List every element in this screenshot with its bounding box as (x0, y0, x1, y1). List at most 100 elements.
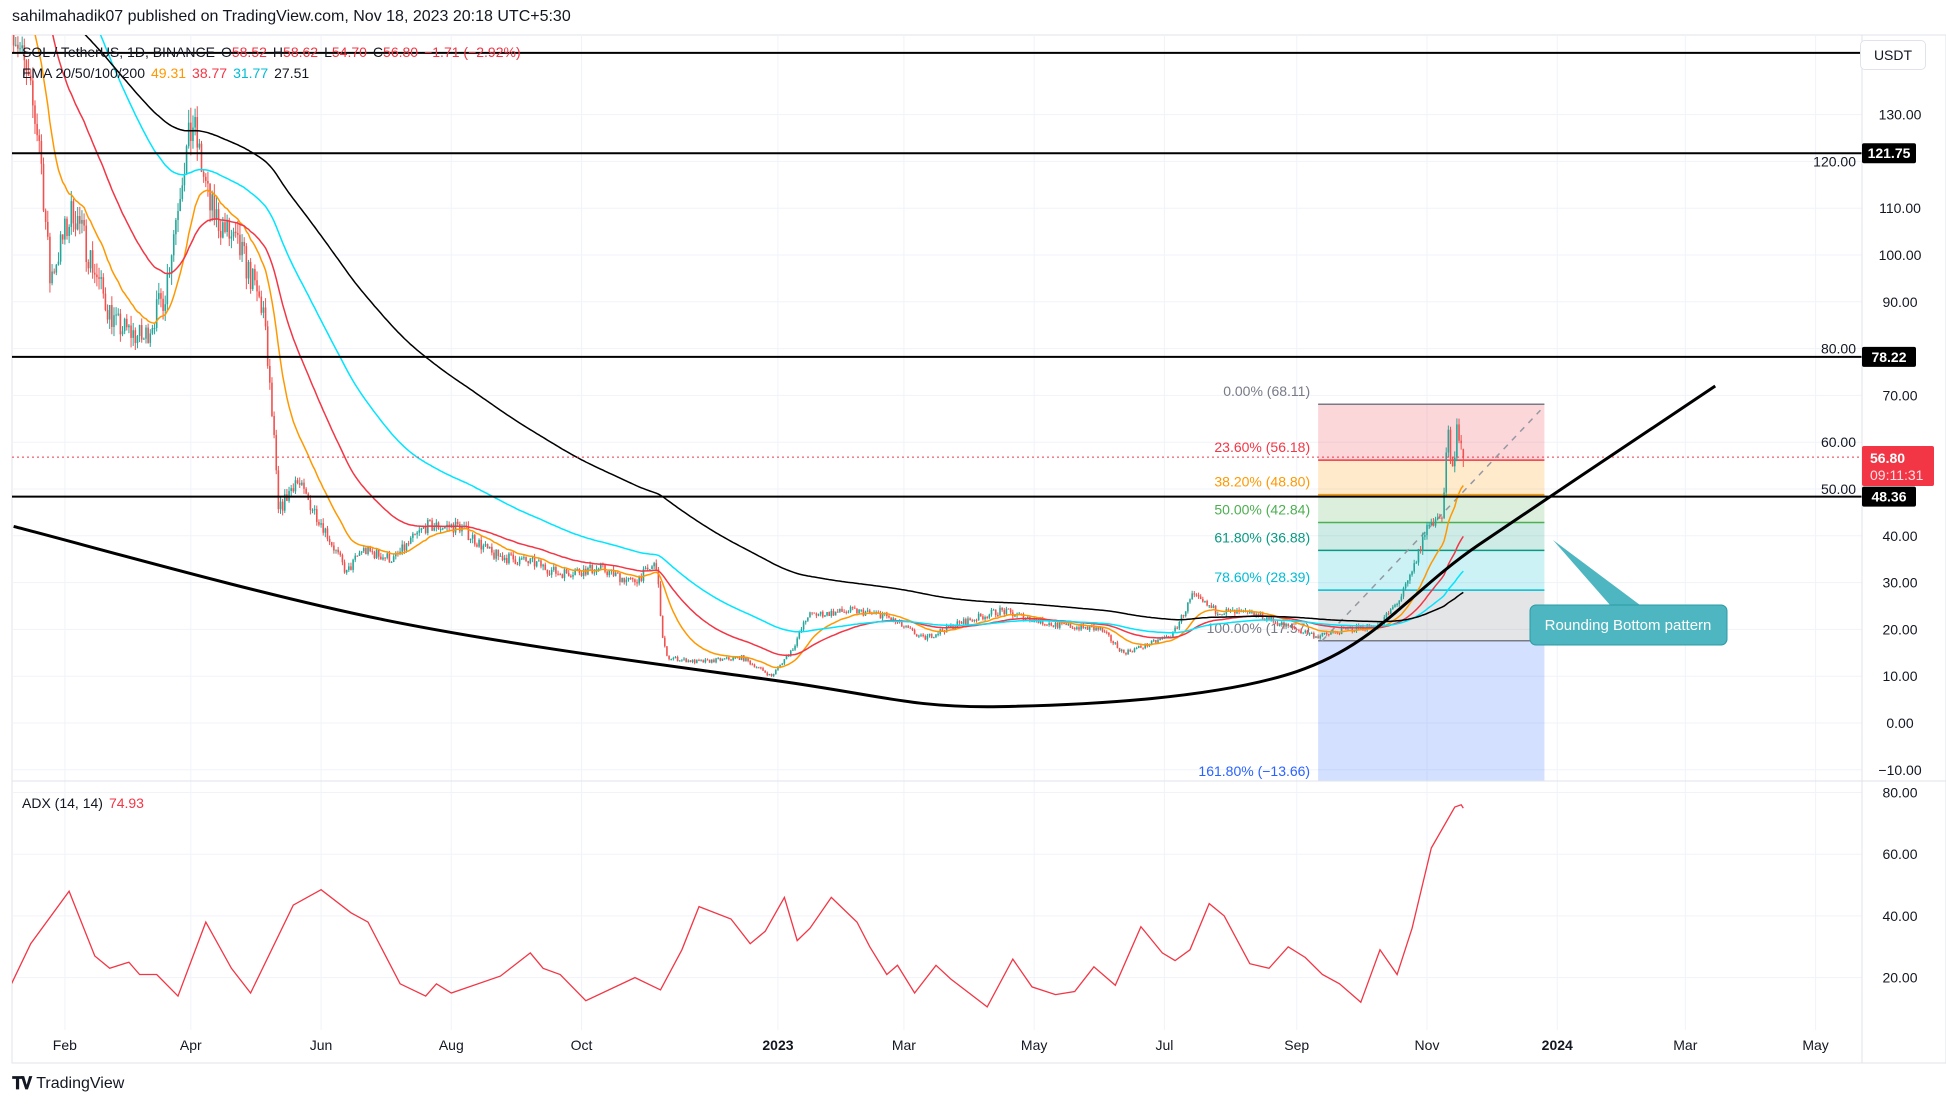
candle-body (1287, 623, 1290, 627)
rounding-bottom-curve[interactable] (13, 384, 1717, 709)
candle-body (29, 75, 32, 81)
ema-legend[interactable]: EMA 20/50/100/200 49.31 38.77 31.77 27.51 (22, 65, 315, 81)
callout-pointer (1553, 540, 1640, 605)
candle-body (570, 575, 572, 577)
candle-body (1289, 625, 1292, 627)
candle-body (143, 338, 145, 340)
candle-body (824, 615, 826, 617)
candle-body (476, 544, 478, 547)
candle-body (53, 271, 55, 273)
candle-body (275, 435, 278, 471)
candle-body (1400, 596, 1403, 601)
candle-body (456, 521, 459, 525)
candle-body (1142, 647, 1144, 649)
candle-body (1321, 632, 1324, 636)
price-axis[interactable]: 130.00 120.00 110.00 100.00 90.00 80.00 70.00 6… (1813, 107, 1922, 778)
fib-zone (1318, 590, 1545, 641)
time-tick-label: 2023 (762, 1037, 793, 1053)
candle-body (1398, 600, 1401, 605)
candle-body (817, 614, 820, 616)
adx-label[interactable]: ADX (14, 14) (22, 795, 103, 811)
candle-body (1291, 625, 1294, 628)
time-tick-label: Apr (180, 1037, 202, 1053)
candle-body (828, 611, 830, 617)
candle-body (1439, 517, 1441, 519)
candle-body (96, 274, 98, 278)
candle-body (76, 216, 79, 230)
time-tick-label: May (1021, 1037, 1047, 1053)
candle-body (1415, 562, 1418, 564)
ema-label[interactable]: EMA 20/50/100/200 (22, 65, 145, 81)
candle-body (42, 163, 45, 211)
candle-body (922, 634, 924, 637)
candle-body (209, 183, 211, 211)
candle-body (868, 610, 871, 613)
candle-body (809, 612, 811, 618)
candle-body (674, 656, 677, 659)
candle-body (32, 80, 34, 106)
candle-body (928, 633, 931, 636)
candle-body (1248, 611, 1251, 613)
candle-body (1184, 611, 1187, 617)
candle-body (377, 549, 380, 557)
rounding-bottom-callout[interactable]: Rounding Bottom pattern (1529, 540, 1728, 646)
candle-body (365, 548, 367, 555)
candle-body (1167, 636, 1170, 638)
candle-body (913, 629, 916, 635)
candle-body (313, 509, 316, 511)
candle-body (177, 211, 179, 221)
candle-body (330, 542, 333, 546)
candle-body (1133, 648, 1136, 653)
current-price: 56.80 (1870, 450, 1905, 466)
candle-body (1048, 623, 1050, 626)
symbol-name[interactable]: SOL / TetherUS, 1D, BINANCE (22, 44, 215, 60)
candle-body (192, 127, 194, 141)
candle-body (1315, 636, 1317, 638)
candle-body (625, 579, 628, 583)
candle-body (1084, 626, 1087, 628)
candle-body (533, 557, 536, 567)
time-axis[interactable]: Feb Apr Jun Aug Oct 2023 Mar May Jul Sep Nov 2024 Ma… (53, 1037, 1829, 1053)
candle-body (1005, 608, 1008, 615)
candle-body (21, 45, 23, 49)
candle-body (25, 60, 28, 72)
fibonacci-retracement[interactable]: 0.00% (68.11) 23.60% (56.18) 38.20% (48.80… (1198, 383, 1545, 787)
candle-body (890, 617, 892, 621)
candle-body (27, 71, 30, 76)
tradingview-logo-icon[interactable]: 𝐓𝐕 (12, 1074, 32, 1093)
candle-body (659, 584, 662, 616)
candle-body (1189, 599, 1191, 603)
level-tag-bg (1862, 143, 1916, 164)
candle-body (1340, 627, 1343, 635)
candle-body (1421, 536, 1424, 551)
adx-legend[interactable]: ADX (14, 14) 74.93 (22, 795, 150, 811)
candle-body (849, 607, 852, 612)
candle-body (918, 635, 920, 637)
candle-body (181, 185, 184, 200)
candle-body (606, 571, 608, 576)
candle-body (1182, 615, 1185, 617)
candle-body (290, 488, 292, 491)
candle-body (516, 564, 519, 566)
candle-body (1219, 613, 1221, 616)
symbol-legend[interactable]: SOL / TetherUS, 1D, BINANCE O58.52 H58.62 L… (22, 44, 527, 60)
candle-body (111, 304, 113, 327)
candle-body (281, 501, 284, 511)
fib-level-label: 0.00% (68.11) (1223, 383, 1310, 399)
candle-body (1037, 620, 1040, 624)
candle-body (222, 222, 224, 238)
candle-body (879, 612, 882, 619)
candle-body (1285, 623, 1287, 627)
horizontal-levels[interactable] (12, 51, 1862, 498)
adx-axis[interactable]: 80.00 60.00 40.00 20.00 (1882, 785, 1917, 986)
candle-body (134, 330, 137, 344)
candle-body (17, 44, 19, 49)
candle-body (646, 567, 649, 570)
currency-button[interactable]: USDT (1860, 40, 1926, 70)
candle-body (1152, 640, 1155, 642)
candle-body (1003, 610, 1006, 615)
candle-body (1308, 633, 1311, 635)
candle-body (900, 621, 903, 627)
ema200-line (84, 35, 1464, 623)
